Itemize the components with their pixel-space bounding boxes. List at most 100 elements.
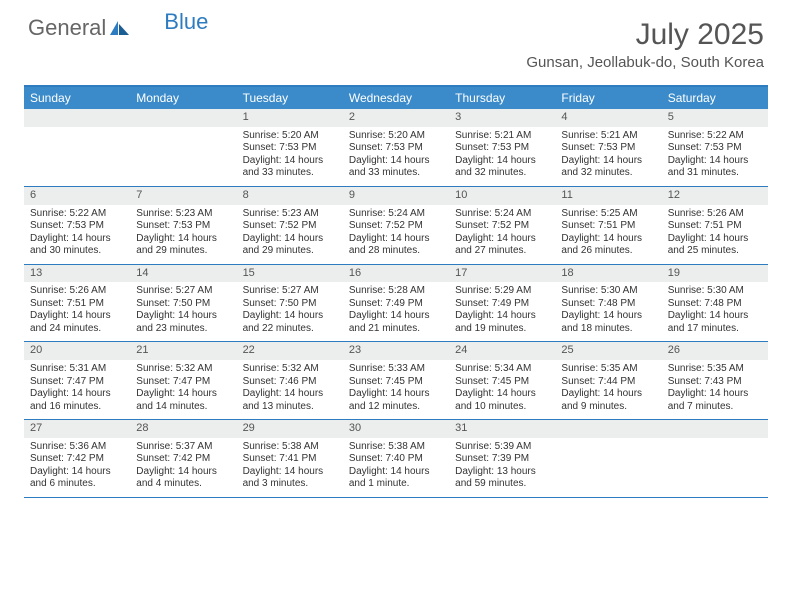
day-details: Sunrise: 5:21 AMSunset: 7:53 PMDaylight:… [449,127,555,186]
day-details: Sunrise: 5:38 AMSunset: 7:40 PMDaylight:… [343,438,449,497]
sunrise-text: Sunrise: 5:20 AM [349,130,443,143]
calendar-day: 9Sunrise: 5:24 AMSunset: 7:52 PMDaylight… [343,187,449,264]
day-number: 20 [24,342,130,360]
calendar-day: 20Sunrise: 5:31 AMSunset: 7:47 PMDayligh… [24,342,130,419]
day-details: Sunrise: 5:20 AMSunset: 7:53 PMDaylight:… [237,127,343,186]
sunset-text: Sunset: 7:49 PM [349,298,443,311]
day-details: Sunrise: 5:23 AMSunset: 7:52 PMDaylight:… [237,205,343,264]
daylight-text: Daylight: 14 hours and 23 minutes. [136,310,230,335]
day-details: Sunrise: 5:29 AMSunset: 7:49 PMDaylight:… [449,282,555,341]
sunrise-text: Sunrise: 5:26 AM [30,285,124,298]
day-number: 28 [130,420,236,438]
sunrise-text: Sunrise: 5:38 AM [243,441,337,454]
calendar-day [662,420,768,497]
header: GeneralBlue July 2025 Gunsan, Jeollabuk-… [0,0,792,77]
daylight-text: Daylight: 14 hours and 1 minute. [349,466,443,491]
daylight-text: Daylight: 14 hours and 28 minutes. [349,233,443,258]
sunrise-text: Sunrise: 5:22 AM [30,208,124,221]
day-details: Sunrise: 5:24 AMSunset: 7:52 PMDaylight:… [343,205,449,264]
daylight-text: Daylight: 14 hours and 13 minutes. [243,388,337,413]
sunset-text: Sunset: 7:48 PM [561,298,655,311]
sunset-text: Sunset: 7:41 PM [243,453,337,466]
day-header: Wednesday [343,87,449,109]
day-details: Sunrise: 5:22 AMSunset: 7:53 PMDaylight:… [24,205,130,264]
calendar-day: 16Sunrise: 5:28 AMSunset: 7:49 PMDayligh… [343,265,449,342]
day-details [24,127,130,185]
day-number: 7 [130,187,236,205]
sunrise-text: Sunrise: 5:28 AM [349,285,443,298]
calendar-day: 2Sunrise: 5:20 AMSunset: 7:53 PMDaylight… [343,109,449,186]
day-header: Tuesday [237,87,343,109]
sunset-text: Sunset: 7:50 PM [243,298,337,311]
sunrise-text: Sunrise: 5:33 AM [349,363,443,376]
calendar-day [555,420,661,497]
daylight-text: Daylight: 14 hours and 4 minutes. [136,466,230,491]
day-number: 10 [449,187,555,205]
day-number: 14 [130,265,236,283]
day-number: 8 [237,187,343,205]
page-subtitle: Gunsan, Jeollabuk-do, South Korea [526,54,764,71]
day-header: Monday [130,87,236,109]
calendar-day: 14Sunrise: 5:27 AMSunset: 7:50 PMDayligh… [130,265,236,342]
calendar-week: 20Sunrise: 5:31 AMSunset: 7:47 PMDayligh… [24,342,768,420]
daylight-text: Daylight: 14 hours and 31 minutes. [668,155,762,180]
daylight-text: Daylight: 14 hours and 14 minutes. [136,388,230,413]
sunrise-text: Sunrise: 5:36 AM [30,441,124,454]
day-number: 1 [237,109,343,127]
daylight-text: Daylight: 14 hours and 32 minutes. [455,155,549,180]
daylight-text: Daylight: 14 hours and 32 minutes. [561,155,655,180]
day-details: Sunrise: 5:20 AMSunset: 7:53 PMDaylight:… [343,127,449,186]
calendar-day: 26Sunrise: 5:35 AMSunset: 7:43 PMDayligh… [662,342,768,419]
sunrise-text: Sunrise: 5:21 AM [561,130,655,143]
day-details: Sunrise: 5:22 AMSunset: 7:53 PMDaylight:… [662,127,768,186]
day-details: Sunrise: 5:26 AMSunset: 7:51 PMDaylight:… [662,205,768,264]
sunset-text: Sunset: 7:49 PM [455,298,549,311]
sunrise-text: Sunrise: 5:31 AM [30,363,124,376]
calendar-day: 24Sunrise: 5:34 AMSunset: 7:45 PMDayligh… [449,342,555,419]
day-details: Sunrise: 5:35 AMSunset: 7:43 PMDaylight:… [662,360,768,419]
daylight-text: Daylight: 13 hours and 59 minutes. [455,466,549,491]
sunset-text: Sunset: 7:40 PM [349,453,443,466]
day-details [130,127,236,185]
sunset-text: Sunset: 7:51 PM [30,298,124,311]
day-details [555,438,661,496]
daylight-text: Daylight: 14 hours and 24 minutes. [30,310,124,335]
day-number: 21 [130,342,236,360]
day-number: 29 [237,420,343,438]
sunrise-text: Sunrise: 5:26 AM [668,208,762,221]
calendar-day: 30Sunrise: 5:38 AMSunset: 7:40 PMDayligh… [343,420,449,497]
day-number: 25 [555,342,661,360]
day-number: 2 [343,109,449,127]
sunrise-text: Sunrise: 5:35 AM [668,363,762,376]
day-number: 11 [555,187,661,205]
calendar-day: 18Sunrise: 5:30 AMSunset: 7:48 PMDayligh… [555,265,661,342]
day-number: 5 [662,109,768,127]
daylight-text: Daylight: 14 hours and 17 minutes. [668,310,762,335]
day-number: 3 [449,109,555,127]
sunset-text: Sunset: 7:52 PM [243,220,337,233]
calendar-day: 31Sunrise: 5:39 AMSunset: 7:39 PMDayligh… [449,420,555,497]
daylight-text: Daylight: 14 hours and 18 minutes. [561,310,655,335]
sunset-text: Sunset: 7:42 PM [30,453,124,466]
sunrise-text: Sunrise: 5:23 AM [243,208,337,221]
sunset-text: Sunset: 7:52 PM [455,220,549,233]
daylight-text: Daylight: 14 hours and 33 minutes. [243,155,337,180]
daylight-text: Daylight: 14 hours and 21 minutes. [349,310,443,335]
sunset-text: Sunset: 7:39 PM [455,453,549,466]
day-header: Thursday [449,87,555,109]
day-number: 4 [555,109,661,127]
day-number [130,109,236,127]
calendar-day: 27Sunrise: 5:36 AMSunset: 7:42 PMDayligh… [24,420,130,497]
day-details: Sunrise: 5:30 AMSunset: 7:48 PMDaylight:… [555,282,661,341]
day-details: Sunrise: 5:30 AMSunset: 7:48 PMDaylight:… [662,282,768,341]
day-number: 23 [343,342,449,360]
calendar-day: 25Sunrise: 5:35 AMSunset: 7:44 PMDayligh… [555,342,661,419]
daylight-text: Daylight: 14 hours and 27 minutes. [455,233,549,258]
calendar-day: 5Sunrise: 5:22 AMSunset: 7:53 PMDaylight… [662,109,768,186]
sunrise-text: Sunrise: 5:22 AM [668,130,762,143]
daylight-text: Daylight: 14 hours and 16 minutes. [30,388,124,413]
sunset-text: Sunset: 7:53 PM [349,142,443,155]
day-details: Sunrise: 5:34 AMSunset: 7:45 PMDaylight:… [449,360,555,419]
daylight-text: Daylight: 14 hours and 25 minutes. [668,233,762,258]
calendar-day: 15Sunrise: 5:27 AMSunset: 7:50 PMDayligh… [237,265,343,342]
